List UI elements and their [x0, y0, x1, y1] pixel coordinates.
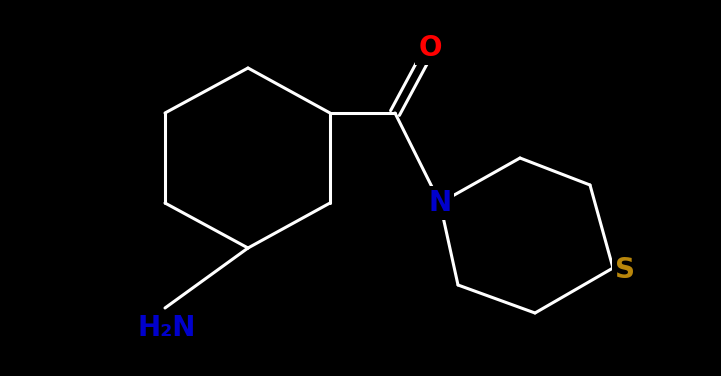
- Text: N: N: [428, 189, 451, 217]
- Text: H₂N: H₂N: [138, 314, 196, 342]
- Text: O: O: [418, 34, 442, 62]
- Text: S: S: [615, 256, 635, 284]
